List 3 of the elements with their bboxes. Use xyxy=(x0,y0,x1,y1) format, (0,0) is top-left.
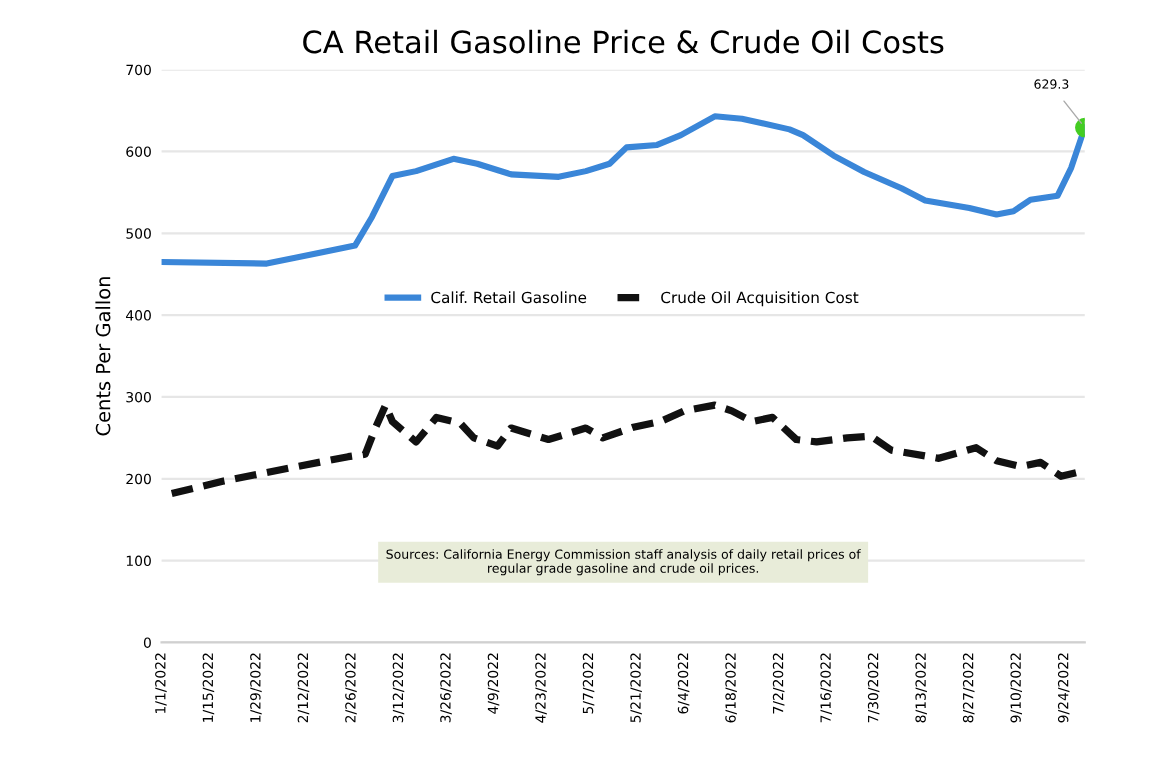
line-series xyxy=(161,113,1085,267)
y-axis-title: Cents Per Gallon xyxy=(95,277,111,436)
chart-title: CA Retail Gasoline Price & Crude Oil Costs xyxy=(303,29,944,54)
